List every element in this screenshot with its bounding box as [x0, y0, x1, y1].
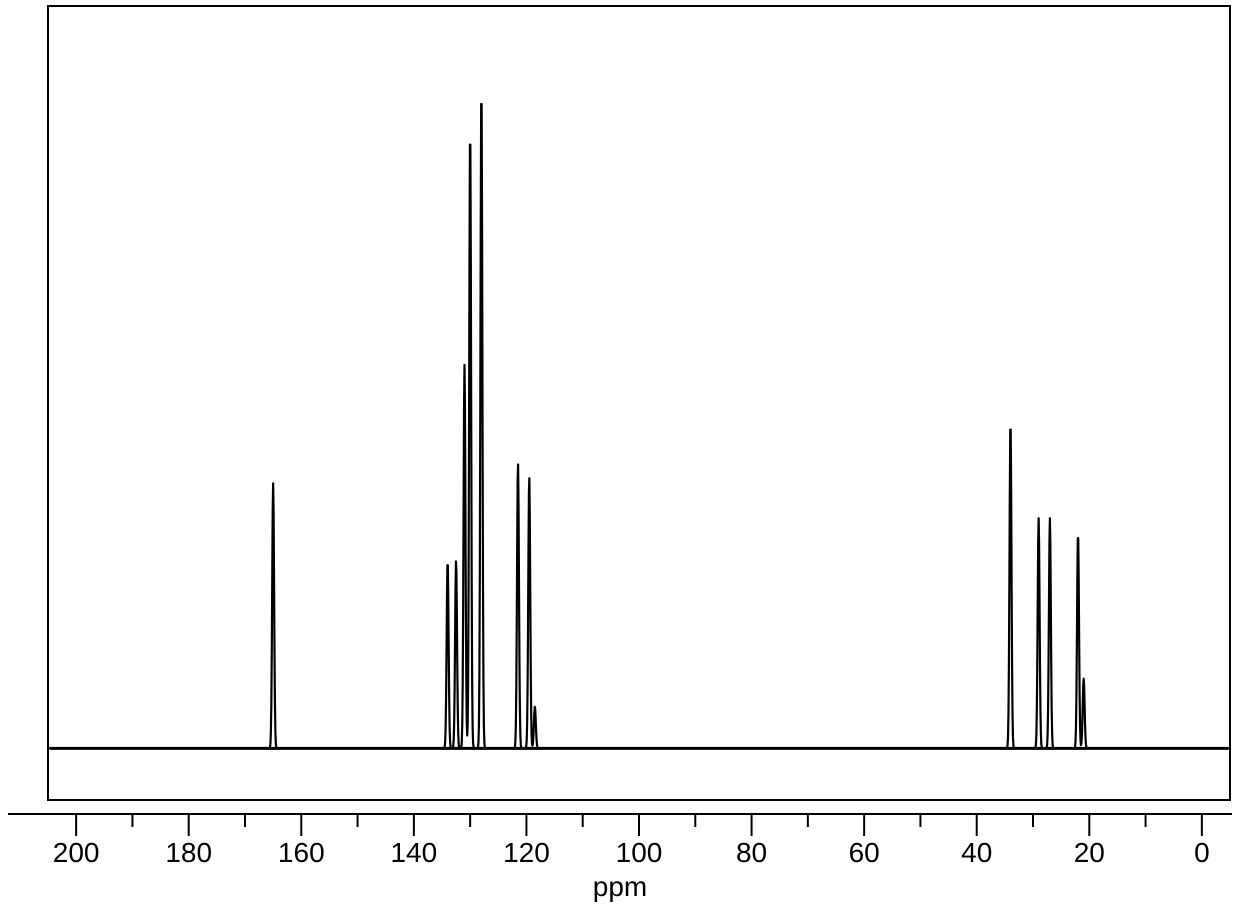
x-tick-label: 180 — [165, 837, 212, 868]
x-tick-label: 80 — [736, 837, 767, 868]
nmr-spectrum: 200180160140120100806040200ppm — [0, 0, 1240, 912]
x-tick-label: 120 — [503, 837, 550, 868]
x-tick-label: 40 — [961, 837, 992, 868]
x-tick-label: 0 — [1194, 837, 1210, 868]
spectrum-svg: 200180160140120100806040200ppm — [0, 0, 1240, 912]
x-tick-label: 100 — [616, 837, 663, 868]
x-axis-label: ppm — [593, 871, 647, 902]
x-tick-label: 160 — [278, 837, 325, 868]
x-tick-label: 20 — [1074, 837, 1105, 868]
x-tick-label: 140 — [390, 837, 437, 868]
x-tick-label: 200 — [53, 837, 100, 868]
x-tick-label: 60 — [849, 837, 880, 868]
